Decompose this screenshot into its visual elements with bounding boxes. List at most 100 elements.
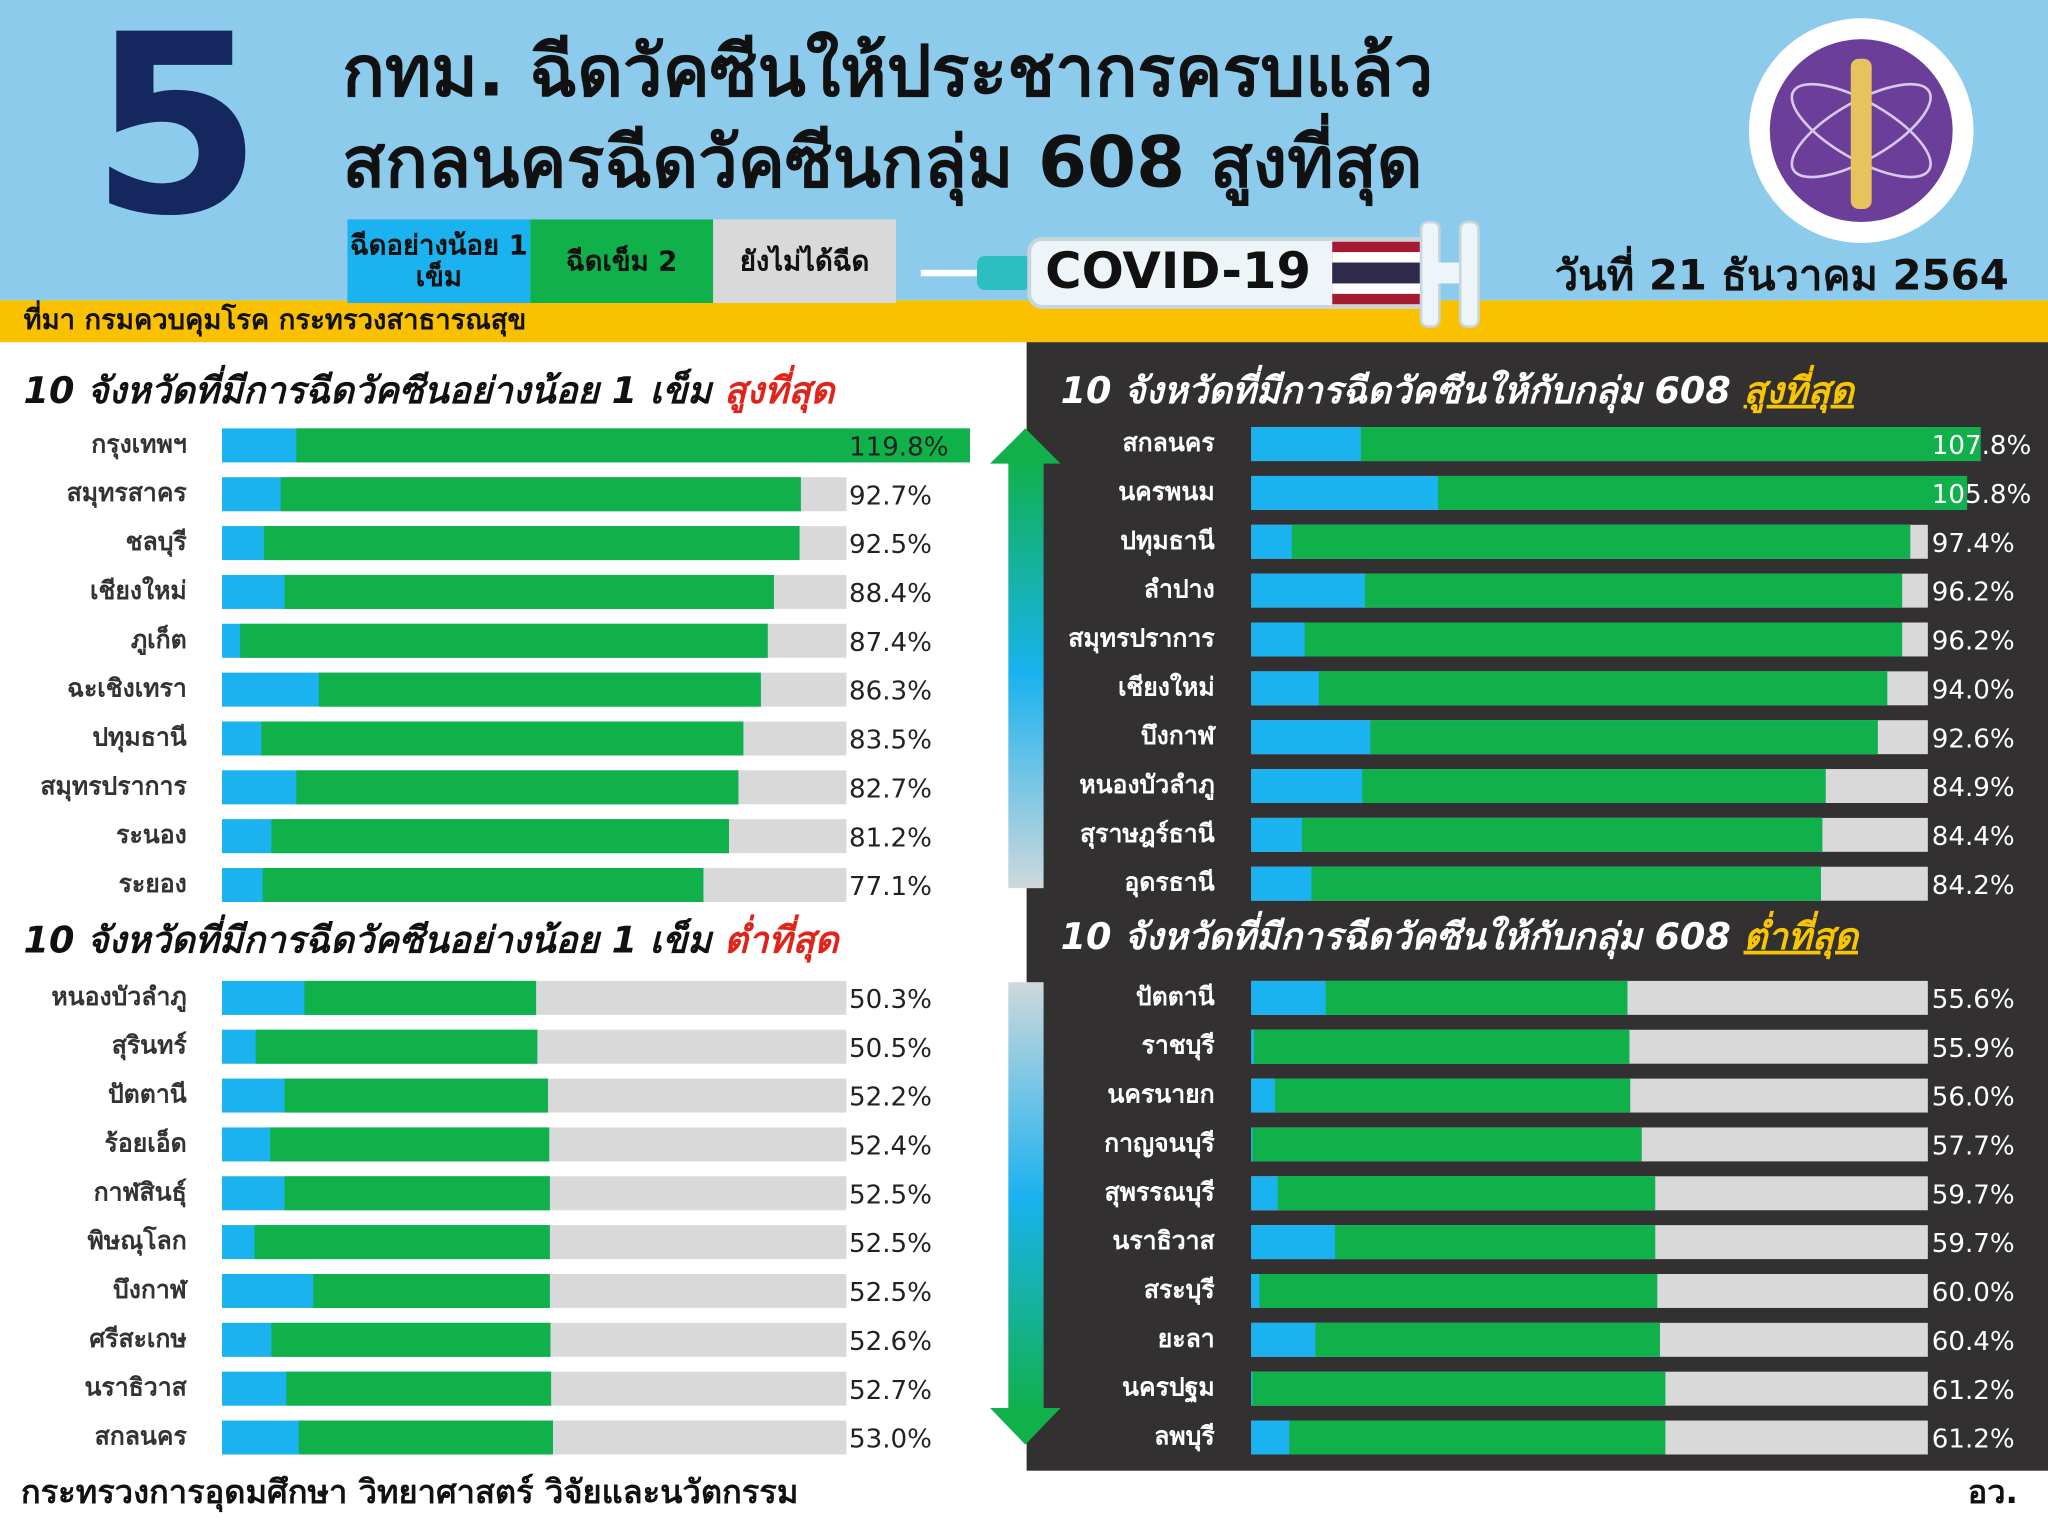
- category-label: ราชบุรี: [1142, 1031, 1216, 1062]
- value-label: 59.7%: [1932, 1229, 2015, 1259]
- plunger: [1419, 220, 1441, 328]
- bar-dose2: [1291, 524, 1911, 559]
- value-label: 77.1%: [849, 872, 932, 902]
- bar-dose2: [1335, 1225, 1656, 1260]
- bar-dose2: [304, 980, 537, 1015]
- bar-dose2: [255, 1029, 538, 1064]
- category-label: สมุทรปราการ: [40, 771, 187, 802]
- category-label: ปทุมธานี: [92, 722, 186, 753]
- bar-dose2: [1315, 1322, 1660, 1357]
- category-label: ภูเก็ต: [131, 624, 187, 656]
- category-label: นครพนม: [1118, 477, 1215, 506]
- value-label: 61.2%: [1932, 1425, 2015, 1455]
- legend-swatch: [713, 219, 896, 304]
- bar-dose2: [262, 868, 704, 903]
- category-label: สมุทรสาคร: [67, 478, 188, 509]
- chart-title-highlight: ต่ำที่สุด: [724, 913, 841, 963]
- arrow-head: [990, 428, 1061, 464]
- big-number: 5: [90, 0, 263, 271]
- chart-title: 10 จังหวัดที่มีการฉีดวัคซีนให้กับกลุ่ม 6…: [1061, 909, 1861, 959]
- value-label: 92.6%: [1932, 724, 2015, 754]
- value-label: 60.4%: [1932, 1327, 2015, 1357]
- value-label: 107.8%: [1932, 431, 2032, 461]
- category-label: พิษณุโลก: [88, 1225, 187, 1257]
- value-label: 52.6%: [849, 1327, 932, 1357]
- bar-dose2: [1318, 671, 1888, 706]
- category-label: ปัตตานี: [1136, 982, 1215, 1011]
- bar-dose2: [270, 1127, 550, 1162]
- category-label: หนองบัวลำภู: [51, 982, 186, 1013]
- bar-dose2: [263, 526, 800, 561]
- legend: ฉีดอย่างน้อย 1 เข็ม ฉีดเข็ม 2 ยังไม่ได้ฉีด: [347, 219, 896, 304]
- category-label: นราธิวาส: [84, 1373, 187, 1402]
- legend-item: ยังไม่ได้ฉีด: [739, 245, 870, 277]
- bar-dose2: [240, 623, 768, 658]
- bar-dose2: [1364, 573, 1903, 608]
- category-label: ปทุมธานี: [1120, 526, 1214, 557]
- legend-label: ยังไม่ได้ฉีด: [739, 245, 870, 277]
- value-label: 87.4%: [849, 628, 932, 658]
- logo-orbit: [1790, 82, 1932, 179]
- arrow-head: [990, 1408, 1061, 1445]
- bar-dose2: [284, 574, 774, 609]
- bar-dose2: [1252, 1371, 1666, 1406]
- category-label: สกลนคร: [95, 1422, 188, 1451]
- value-label: 57.7%: [1932, 1132, 2015, 1162]
- bar-dose2: [284, 1078, 548, 1113]
- chart-title: 10 จังหวัดที่มีการฉีดวัคซีนให้กับกลุ่ม 6…: [1061, 363, 1857, 413]
- badge: COVID-19: [1045, 242, 1311, 300]
- bar-dose2: [1252, 1127, 1642, 1162]
- bar-dose2: [1360, 427, 1981, 462]
- category-label: อุดรธานี: [1124, 868, 1214, 899]
- category-label: กาญจนบุรี: [1104, 1128, 1215, 1159]
- value-label: 84.9%: [1932, 773, 2015, 803]
- bar-dose2: [1325, 980, 1628, 1015]
- bar-dose2: [1289, 1420, 1666, 1455]
- category-label: สุราษฎร์ธานี: [1080, 819, 1215, 850]
- logo-emblem: [1850, 58, 1872, 209]
- bar-dose2: [261, 721, 744, 756]
- value-label: 55.9%: [1932, 1034, 2015, 1064]
- bar-dose2: [280, 477, 801, 512]
- category-label: สมุทรปราการ: [1068, 623, 1215, 654]
- value-label: 82.7%: [849, 774, 932, 804]
- category-label: หนองบัวลำภู: [1079, 770, 1214, 801]
- bar-dose2: [271, 1322, 551, 1357]
- value-label: 61.2%: [1932, 1376, 2015, 1406]
- chart-title-text: 10 จังหวัดที่มีการฉีดวัคซีนอย่างน้อย 1 เ…: [24, 913, 715, 961]
- bar-dose2: [1253, 1029, 1630, 1064]
- category-label: ยะลา: [1158, 1324, 1215, 1353]
- bar-dose2: [271, 819, 729, 854]
- value-label: 52.5%: [849, 1180, 932, 1210]
- value-label: 52.4%: [849, 1132, 932, 1162]
- category-label: ลำปาง: [1144, 575, 1215, 604]
- bar-dose2: [296, 770, 739, 805]
- category-label: เชียงใหม่: [90, 576, 187, 605]
- bar-dose2: [296, 428, 970, 463]
- category-label: สกลนคร: [1122, 428, 1215, 457]
- bar-dose2: [1437, 475, 1968, 510]
- legend-swatch: [530, 219, 714, 304]
- value-label: 52.7%: [849, 1376, 932, 1406]
- bar-dose2: [1370, 720, 1878, 755]
- bar-dose2: [284, 1176, 550, 1211]
- logo: [1748, 18, 1974, 243]
- bar-dose2: [1302, 817, 1823, 852]
- value-label: 88.4%: [849, 579, 932, 609]
- chart-title-highlight: ต่ำที่สุด: [1744, 909, 1861, 959]
- category-label: นครนายก: [1107, 1080, 1214, 1109]
- footer-abbr: อว.: [1968, 1473, 2018, 1511]
- legend-swatch: [347, 219, 531, 304]
- bar-dose2: [286, 1371, 552, 1406]
- value-label: 50.5%: [849, 1034, 932, 1064]
- date: วันที่ 21 ธันวาคม 2564: [1555, 246, 2009, 300]
- value-label: 92.5%: [849, 530, 932, 560]
- category-label: ศรีสะเกษ: [89, 1324, 186, 1353]
- syringe: [920, 220, 1480, 328]
- chart-title-text: 10 จังหวัดที่มีการฉีดวัคซีนอย่างน้อย 1 เ…: [24, 363, 715, 411]
- legend-label: ฉีดเข็ม 2: [566, 245, 678, 277]
- category-label: ลพบุรี: [1154, 1422, 1215, 1453]
- bar-dose2: [298, 1420, 553, 1455]
- header-bg: [0, 0, 2048, 301]
